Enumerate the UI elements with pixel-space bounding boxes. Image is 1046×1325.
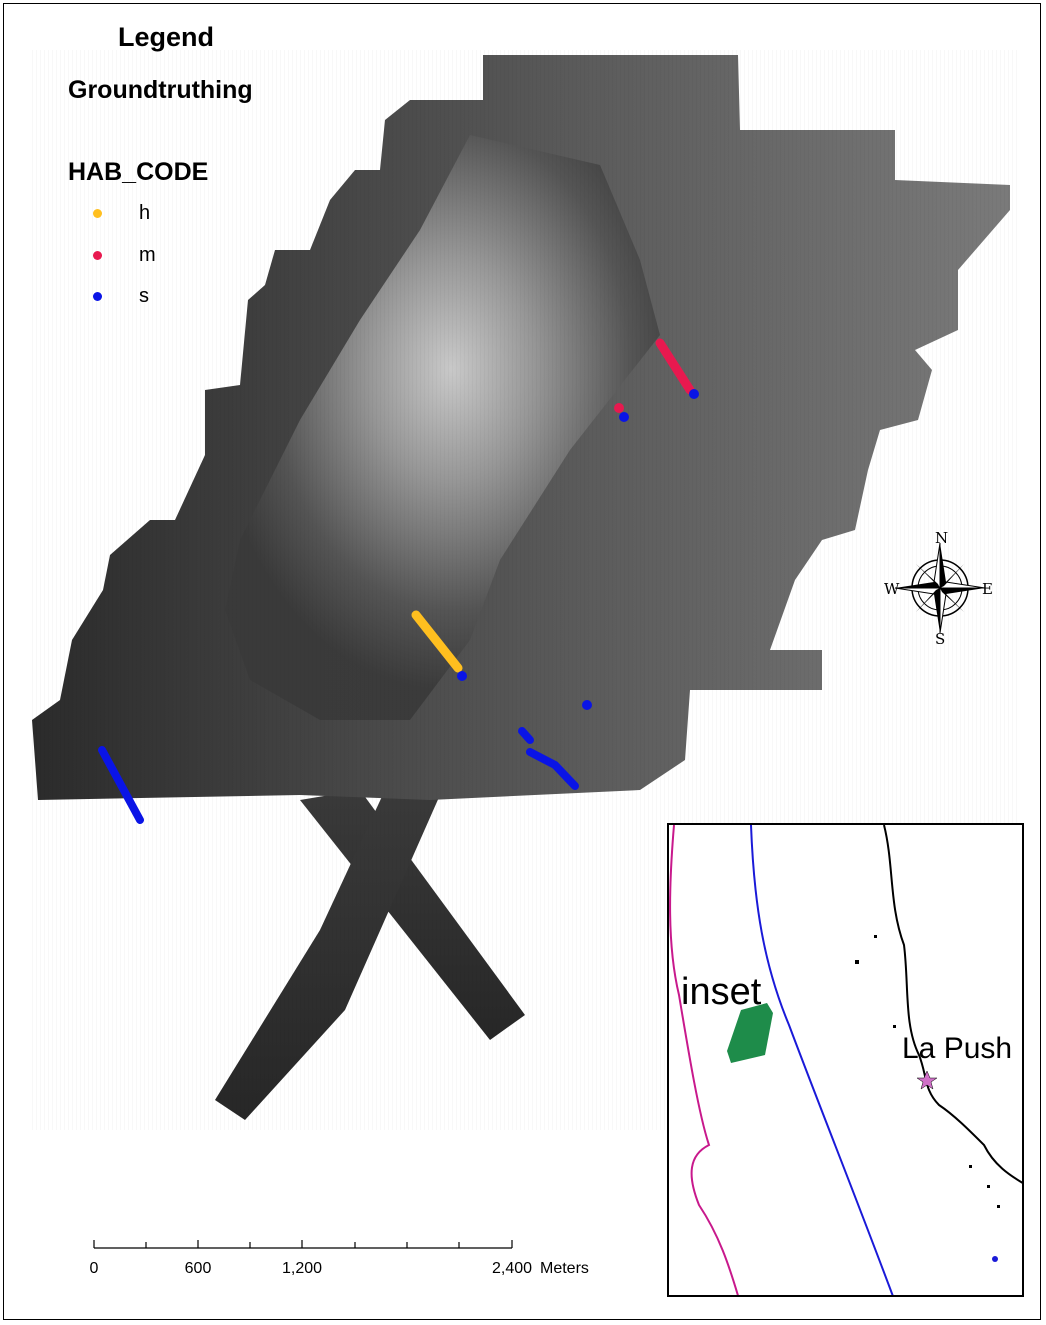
survey-area [727, 1003, 773, 1063]
depth-contour-inner [750, 825, 894, 1295]
inset-map: inset La Push [667, 823, 1024, 1297]
track-h [411, 610, 463, 673]
inset-point [992, 1256, 998, 1262]
scale-unit: Meters [540, 1260, 589, 1277]
islets [855, 935, 1000, 1208]
scale-label-1200: 1,200 [281, 1260, 323, 1277]
scale-label-0: 0 [89, 1260, 99, 1277]
legend-field-name: HAB_CODE [68, 158, 209, 186]
compass-east: E [982, 580, 993, 598]
point-s [619, 412, 629, 422]
inset-label: inset [681, 971, 762, 1013]
legend-subtitle: Groundtruthing [68, 76, 253, 104]
compass-rose: N S E W [884, 529, 993, 648]
legend-swatch-m [93, 251, 102, 260]
legend-title: Legend [118, 22, 215, 52]
depth-contour-outer [669, 825, 739, 1295]
legend-label-s: s [139, 285, 149, 307]
track-s [526, 748, 579, 790]
groundtruth-tracks [98, 338, 699, 824]
scale-label-600: 600 [184, 1260, 212, 1277]
point-s [689, 389, 699, 399]
map-frame [3, 3, 1041, 1320]
coastline [883, 825, 1022, 1184]
compass-north: N [935, 529, 948, 547]
compass-south: S [935, 630, 945, 648]
point-s [582, 700, 592, 710]
legend-label-h: h [139, 202, 151, 224]
point-m [614, 403, 624, 413]
town-marker [916, 1070, 938, 1090]
inset-map-drawing [669, 825, 1022, 1295]
scale-bar [93, 1240, 513, 1249]
track-s-west [98, 746, 144, 824]
compass-west: W [884, 580, 900, 598]
town-label-la-push: La Push [902, 1032, 1013, 1065]
track-s [518, 727, 534, 744]
legend-swatch-s [93, 292, 102, 301]
legend-label-m: m [139, 244, 156, 266]
point-s [457, 671, 467, 681]
legend-swatch-h [93, 209, 102, 218]
track-m-north [655, 338, 695, 395]
scale-label-2400: 2,400 [491, 1260, 533, 1277]
